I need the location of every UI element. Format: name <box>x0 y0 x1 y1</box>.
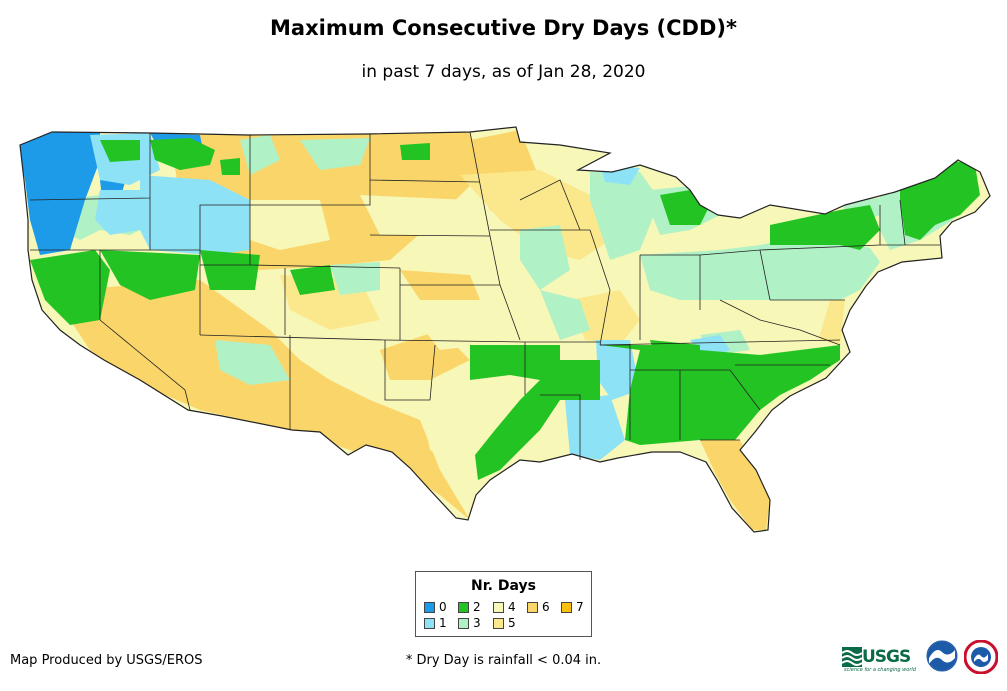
legend-label-5: 5 <box>508 616 516 630</box>
map-title: Maximum Consecutive Dry Days (CDD)* <box>270 16 737 40</box>
map-subtitle: in past 7 days, as of Jan 28, 2020 <box>361 62 646 82</box>
agency-logos: USGS science for a changing world <box>842 640 1002 676</box>
legend-swatch-3 <box>458 618 469 629</box>
us-outline <box>19 126 991 533</box>
legend-swatch-4 <box>493 602 504 613</box>
legend-swatch-7 <box>561 602 572 613</box>
legend-swatch-5 <box>493 618 504 629</box>
legend-label-4: 4 <box>508 600 516 614</box>
usgs-logo-tagline: science for a changing world <box>844 667 916 673</box>
legend-label-2: 2 <box>473 600 481 614</box>
dry-day-footnote: * Dry Day is rainfall < 0.04 in. <box>405 653 602 668</box>
usgs-logo: USGS science for a changing world <box>842 645 918 673</box>
usgs-logo-text: USGS <box>862 647 911 667</box>
legend-label-1: 1 <box>439 616 447 630</box>
legend-swatch-2 <box>458 602 469 613</box>
legend-swatch-0 <box>424 602 435 613</box>
map-credit: Map Produced by USGS/EROS <box>10 653 203 668</box>
legend: Nr. Days 0 1 2 3 4 5 6 7 <box>415 571 592 637</box>
legend-swatch-6 <box>527 602 538 613</box>
legend-label-6: 6 <box>542 600 550 614</box>
legend-swatch-1 <box>424 618 435 629</box>
legend-title: Nr. Days <box>471 578 536 594</box>
legend-label-7: 7 <box>576 600 584 614</box>
noaa-logo-icon <box>926 640 958 672</box>
legend-label-3: 3 <box>473 616 481 630</box>
usgs-wave-icon <box>842 647 862 667</box>
legend-label-0: 0 <box>439 600 447 614</box>
state-borders <box>29 131 940 460</box>
nws-logo-icon <box>964 640 998 674</box>
